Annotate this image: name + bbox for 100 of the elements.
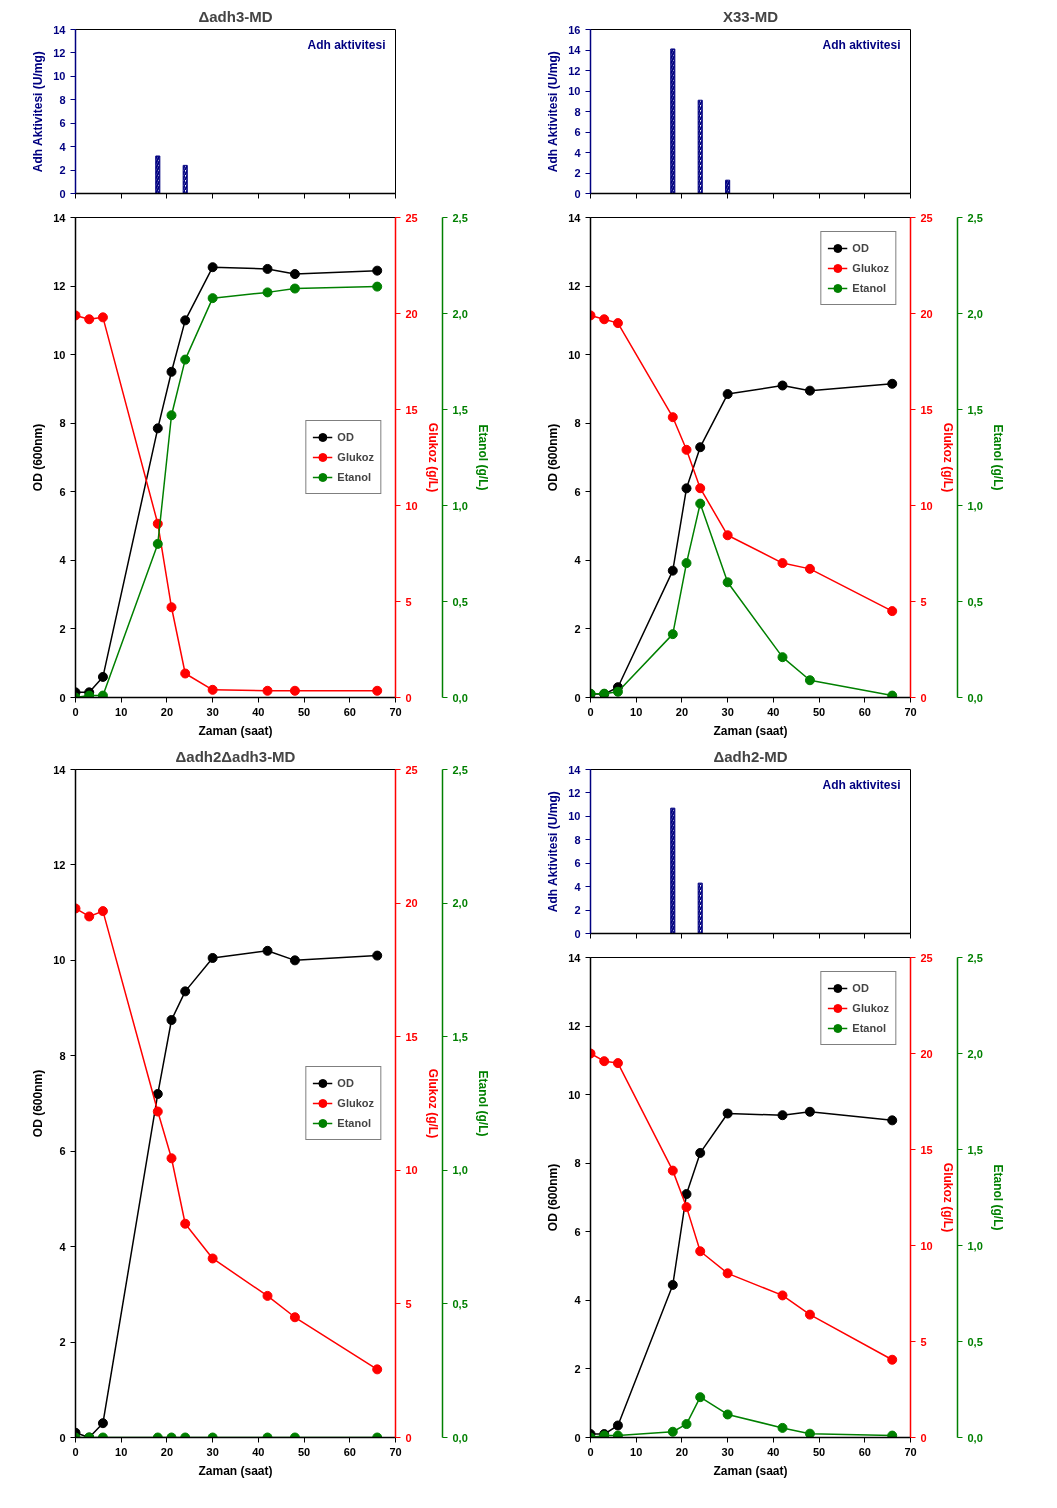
y2-tick-label: 10 — [405, 1164, 418, 1177]
y-axis-title: Adh Aktivitesi (U/mg) — [31, 51, 46, 173]
y3-tick-label: 1,5 — [967, 403, 983, 416]
y2-tick-label: 15 — [405, 403, 418, 416]
y3-axis-title: Etanol (g/L) — [990, 1164, 1005, 1231]
y2-tick-label: 20 — [405, 897, 418, 910]
y2-tick-label: 5 — [405, 1297, 412, 1310]
y-axis-title: Adh Aktivitesi (U/mg) — [546, 51, 561, 173]
y-tick-label: 10 — [53, 70, 66, 83]
x-tick-label: 20 — [160, 1445, 174, 1458]
y-tick-label: 10 — [53, 954, 66, 967]
y3-tick-label: 2,0 — [452, 307, 468, 320]
x-tick-label: 60 — [858, 1445, 871, 1458]
x-tick-label: 10 — [115, 1445, 128, 1458]
y-tick-label: 12 — [53, 280, 66, 293]
y-tick-label: 2 — [574, 1362, 581, 1375]
y-tick-label: 0 — [574, 927, 581, 940]
y3-tick-label: 1,0 — [967, 499, 983, 512]
y2-tick-label: 20 — [405, 307, 418, 320]
y-tick-label: 0 — [574, 691, 581, 704]
y3-tick-label: 0,5 — [967, 595, 983, 608]
y2-tick-label: 0 — [920, 1431, 927, 1444]
y-tick-label: 2 — [574, 622, 581, 635]
y3-tick-label: 1,0 — [452, 499, 468, 512]
y3-tick-label: 0,0 — [452, 691, 468, 704]
y3-axis-title: Etanol (g/L) — [475, 424, 490, 491]
y3-tick-label: 1,5 — [452, 403, 468, 416]
legend-label: Glukoz — [337, 1097, 374, 1109]
x-tick-label: 60 — [343, 1445, 356, 1458]
x-tick-label: 20 — [675, 705, 689, 718]
y-axis-title: OD (600nm) — [31, 423, 46, 492]
y-tick-label: 12 — [568, 280, 581, 293]
y3-tick-label: 2,5 — [452, 763, 468, 776]
legend-label: Etanol — [337, 471, 371, 483]
x-tick-label: 50 — [297, 705, 311, 718]
y3-tick-label: 0,5 — [452, 1297, 468, 1310]
y-tick-label: 6 — [574, 485, 581, 498]
x-tick-label: 10 — [630, 1445, 643, 1458]
y-tick-label: 8 — [59, 1049, 66, 1062]
legend-label: OD — [337, 1077, 355, 1089]
y-tick-label: 4 — [574, 146, 582, 159]
text: Adh aktivitesi — [307, 37, 386, 52]
y3-tick-label: 1,0 — [452, 1164, 468, 1177]
y-tick-label: 16 — [568, 23, 581, 36]
y2-tick-label: 0 — [405, 1431, 412, 1444]
x-tick-label: 70 — [904, 1445, 917, 1458]
y-axis-title: OD (600nm) — [31, 1069, 46, 1138]
y-tick-label: 10 — [53, 348, 66, 361]
y2-tick-label: 15 — [405, 1030, 418, 1043]
chart-title: X33-MD — [722, 7, 779, 25]
x-tick-label: 40 — [767, 705, 780, 718]
legend-label: Glukoz — [852, 262, 889, 274]
y-tick-label: 12 — [53, 858, 66, 871]
y-axis-title: Adh Aktivitesi (U/mg) — [546, 791, 561, 913]
y2-tick-label: 10 — [920, 499, 933, 512]
y3-tick-label: 0,0 — [967, 691, 983, 704]
legend-label: OD — [852, 982, 870, 994]
y-tick-label: 8 — [574, 833, 581, 846]
y2-tick-label: 20 — [920, 307, 933, 320]
legend-label: Etanol — [337, 1117, 371, 1129]
y2-tick-label: 25 — [920, 951, 933, 964]
y2-axis-title: Glukoz (g/L) — [425, 422, 440, 493]
x-tick-label: 70 — [389, 705, 402, 718]
y2-tick-label: 0 — [405, 691, 412, 704]
x-axis-title: Zaman (saat) — [198, 1463, 273, 1478]
y-tick-label: 10 — [568, 1088, 581, 1101]
y-tick-label: 14 — [568, 951, 582, 964]
y-tick-label: 2 — [574, 167, 581, 179]
y-tick-label: 0 — [574, 1431, 581, 1444]
y-tick-label: 4 — [574, 554, 582, 567]
x-tick-label: 20 — [160, 705, 174, 718]
y3-tick-label: 0,5 — [452, 595, 468, 608]
x-tick-label: 30 — [206, 705, 219, 718]
y3-tick-label: 1,5 — [967, 1143, 983, 1156]
legend-label: Glukoz — [337, 451, 374, 463]
y-tick-label: 12 — [568, 786, 581, 799]
y-tick-label: 14 — [568, 211, 582, 224]
x-axis-title: Zaman (saat) — [198, 723, 273, 738]
y2-tick-label: 10 — [405, 499, 418, 512]
y3-axis-title: Etanol (g/L) — [990, 424, 1005, 491]
y-tick-label: 8 — [59, 417, 66, 430]
y-tick-label: 4 — [59, 1240, 67, 1253]
x-tick-label: 20 — [675, 1445, 689, 1458]
y3-tick-label: 2,0 — [452, 897, 468, 910]
y3-tick-label: 2,5 — [452, 211, 468, 224]
y-tick-label: 8 — [574, 417, 581, 430]
text: Adh aktivitesi — [822, 777, 901, 792]
y-tick-label: 2 — [59, 622, 66, 635]
x-tick-label: 10 — [115, 705, 128, 718]
chart-title: Δadh2Δadh3-MD — [175, 747, 296, 765]
y-tick-label: 6 — [574, 857, 581, 870]
x-tick-label: 70 — [904, 705, 917, 718]
chart-title: Δadh2-MD — [713, 747, 788, 765]
legend-label: OD — [337, 431, 355, 443]
legend-label: Glukoz — [852, 1002, 889, 1014]
y-tick-label: 2 — [59, 1336, 66, 1349]
legend-label: Etanol — [852, 282, 886, 294]
y3-tick-label: 0,0 — [967, 1431, 983, 1444]
y-tick-label: 6 — [59, 485, 66, 498]
y-tick-label: 14 — [568, 763, 582, 776]
